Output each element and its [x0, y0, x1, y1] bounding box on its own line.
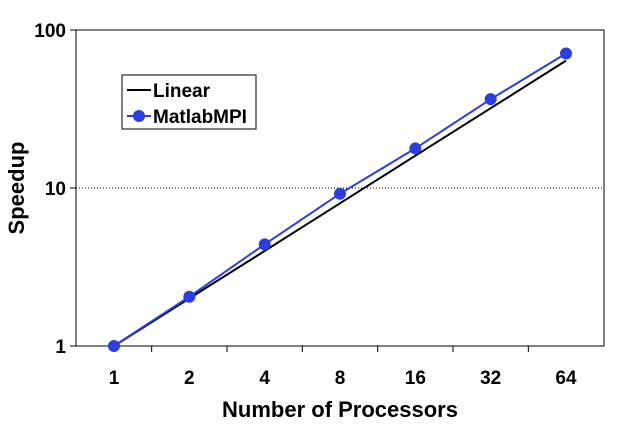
data-point-matlabmpi [484, 93, 497, 106]
y-tick-label: 1 [55, 337, 66, 358]
x-tick-label: 4 [259, 368, 270, 389]
legend-linear-label: Linear [153, 81, 211, 102]
data-point-matlabmpi [334, 187, 346, 200]
x-tick-label: 1 [109, 368, 120, 389]
x-tick-label: 64 [555, 368, 577, 389]
x-axis-label: Number of Processors [222, 397, 458, 422]
legend: Linear MatlabMPI [121, 74, 257, 130]
y-tick-label: 100 [34, 21, 66, 42]
x-tick-label: 2 [184, 368, 195, 389]
x-tick-label: 8 [335, 368, 346, 389]
series-layer [108, 47, 572, 352]
legend-matlabmpi-marker [133, 110, 145, 122]
data-point-matlabmpi [183, 290, 196, 303]
y-axis-label: Speedup [4, 142, 29, 235]
data-point-matlabmpi [560, 47, 572, 60]
y-tick-label: 10 [45, 179, 66, 200]
legend-matlabmpi-label: MatlabMPI [153, 107, 247, 128]
legend-box [121, 74, 257, 130]
tick-layer: 1 10 100 1 2 4 8 16 32 64 [34, 21, 577, 389]
data-point-matlabmpi [108, 340, 120, 352]
data-point-matlabmpi [258, 238, 271, 251]
data-point-matlabmpi [409, 142, 422, 155]
x-tick-label: 32 [480, 368, 501, 389]
x-tick-label: 16 [405, 368, 426, 389]
